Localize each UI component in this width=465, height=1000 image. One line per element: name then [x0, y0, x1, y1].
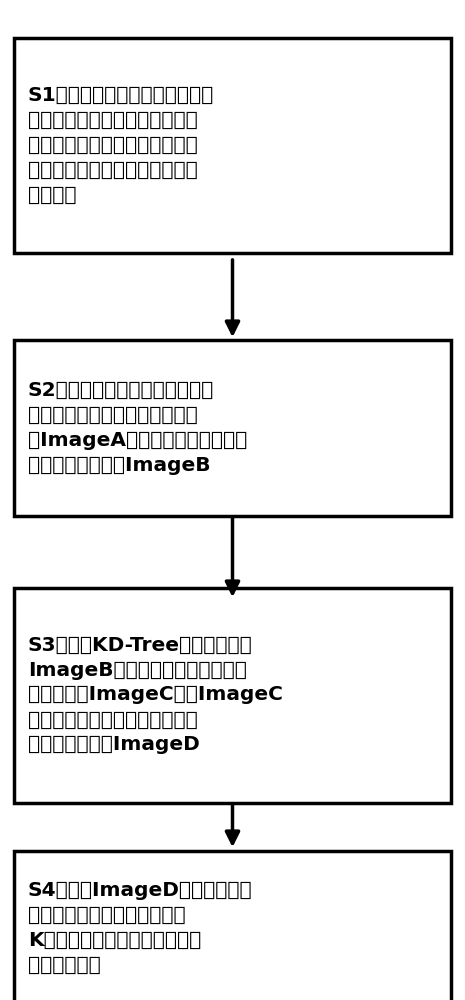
Bar [14, 850, 451, 1000]
Text: S4：统计ImageD中各种参考颜
色的像素占总像素数量的比例
K，判断各光伏电池板栅格区域
是否存在色差: S4：统计ImageD中各种参考颜 色的像素占总像素数量的比例 K，判断各光伏电… [28, 881, 252, 975]
Bar [14, 587, 451, 802]
Text: S3：基于KD-Tree和参考颜色对
ImageB中像素进行分类，输出颜
色分类图像ImageC，对ImageC
进行分割，得到若干个光伏电池
板栅格区域图像I: S3：基于KD-Tree和参考颜色对 ImageB中像素进行分类，输出颜 色分类… [28, 636, 283, 754]
Text: S1：设置相机获取原始图像，检
测原始图像中光伏电池板角点，
输出关键点热力图和关键点坐标
根据关键点坐标得到光伏电池板
区域图像: S1：设置相机获取原始图像，检 测原始图像中光伏电池板角点， 输出关键点热力图和… [28, 86, 214, 205]
Bar [14, 38, 451, 253]
Bar [14, 340, 451, 516]
Text: S2：对光伏电池板区域图像进行
投影变换，得到光伏电池板正射
图ImageA，检测杂物并将杂物像
素变成白色，输出ImageB: S2：对光伏电池板区域图像进行 投影变换，得到光伏电池板正射 图ImageA，检… [28, 381, 247, 475]
